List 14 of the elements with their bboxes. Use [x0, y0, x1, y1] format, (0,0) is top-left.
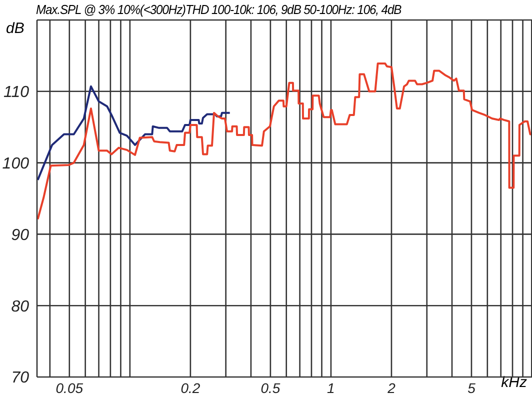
y-tick-label: 110	[3, 84, 30, 102]
x-tick-label: 0.2	[180, 380, 200, 396]
y-tick-label: 80	[11, 298, 30, 316]
x-tick-label: 5	[468, 380, 476, 396]
x-tick-label: 0.05	[56, 380, 84, 396]
y-tick-label: 100	[2, 155, 30, 172]
y-tick-label: 70	[11, 370, 30, 387]
x-axis-title: kHz	[500, 374, 528, 391]
x-tick-label: 2	[386, 380, 396, 396]
x-tick-label: 0.5	[260, 380, 280, 396]
x-tick-label: 1	[327, 380, 335, 396]
y-axis-title: dB	[6, 20, 24, 37]
y-tick-label: 90	[11, 226, 30, 244]
chart-title: Max.SPL @ 3% 10%(<300Hz)THD 100-10k: 106, 9dB 50-100Hz: 106, 4dB	[36, 2, 402, 17]
